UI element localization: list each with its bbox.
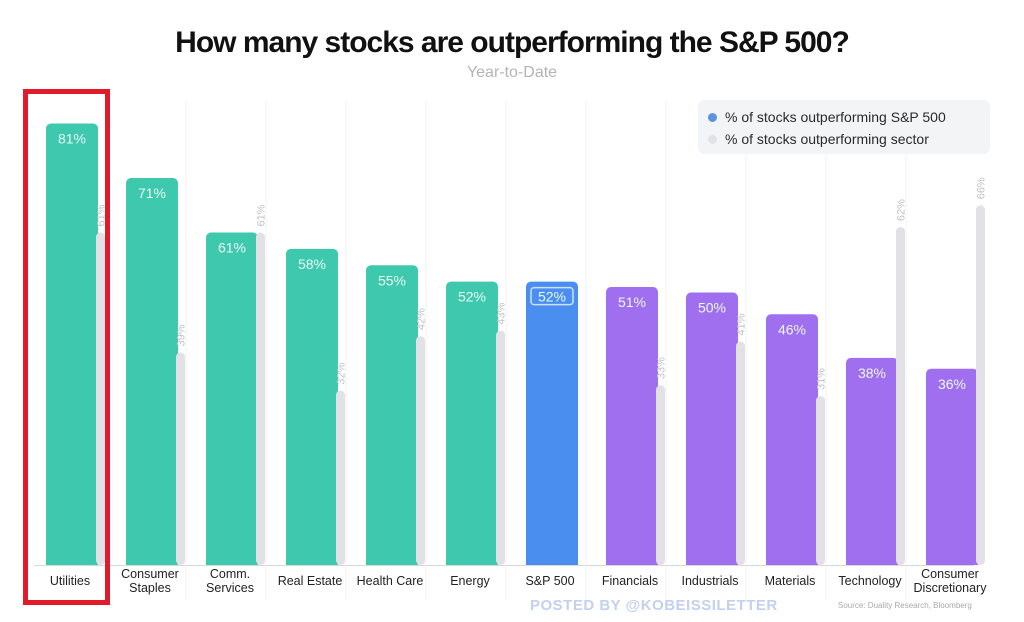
legend-dot-gray-icon xyxy=(708,134,717,144)
x-tick-label: Health Care xyxy=(357,574,424,588)
x-tick-label: Real Estate xyxy=(278,574,343,588)
x-tick-label: Discretionary xyxy=(914,581,988,595)
x-tick-label: Financials xyxy=(602,574,658,588)
sector-value-label: 66% xyxy=(976,177,988,199)
bar-base xyxy=(46,559,98,565)
utilities-highlight-box xyxy=(23,89,110,605)
column-dividers xyxy=(34,100,974,600)
bar-value-label: 51% xyxy=(618,294,646,310)
bar-base xyxy=(926,559,978,565)
chart-title: How many stocks are outperforming the S&… xyxy=(175,26,850,59)
sector-value-label: 33% xyxy=(656,357,668,379)
bar-value-label: 38% xyxy=(858,365,886,381)
bar-outperform-sp500 xyxy=(526,281,578,565)
bar-value-label: 46% xyxy=(778,321,806,337)
sector-value-label: 42% xyxy=(416,308,428,330)
x-tick-label: Consumer xyxy=(921,567,979,581)
bar-base xyxy=(846,559,898,565)
bar-outperform-sp500 xyxy=(366,265,418,565)
bar-outperform-sp500 xyxy=(686,292,738,565)
bar-outperform-sector xyxy=(896,227,905,565)
bar-base xyxy=(206,559,258,565)
sector-value-label: 61% xyxy=(96,204,108,226)
bar-outperform-sp500 xyxy=(126,178,178,566)
sector-value-label: 61% xyxy=(256,204,268,226)
bar-outperform-sector xyxy=(736,341,745,565)
bar-outperform-sp500 xyxy=(766,314,818,565)
bar-outperform-sector xyxy=(816,396,825,565)
source-note: Source: Duality Research, Bloomberg xyxy=(838,601,972,610)
bar-outperform-sector xyxy=(416,336,425,565)
x-tick-label: Consumer xyxy=(121,567,179,581)
bar-base xyxy=(126,559,178,565)
sector-value-label: 62% xyxy=(896,199,908,221)
bar-base xyxy=(686,559,738,565)
bar-outperform-sector xyxy=(336,390,345,565)
bar-outperform-sector xyxy=(96,232,105,566)
bar-outperform-sector xyxy=(256,232,265,566)
bar-value-label: 36% xyxy=(938,376,966,392)
bar-value-label: 81% xyxy=(58,131,86,147)
x-tick-label: Materials xyxy=(765,574,816,588)
x-tick-label: Industrials xyxy=(682,574,739,588)
bar-outperform-sp500 xyxy=(606,287,658,565)
bar-value-label: 55% xyxy=(378,272,406,288)
bar-outperform-sp500 xyxy=(846,357,898,565)
bar-outperform-sp500 xyxy=(926,368,978,565)
bar-value-label: 52% xyxy=(458,289,486,305)
bar-value-label: 61% xyxy=(218,240,246,256)
x-tick-label: Services xyxy=(206,581,254,595)
bar-outperform-sector xyxy=(496,330,505,565)
bar-outperform-sp500 xyxy=(286,248,338,565)
sector-value-label: 43% xyxy=(496,302,508,324)
sector-value-label: 32% xyxy=(336,362,348,384)
legend: % of stocks outperforming S&P 500 % of s… xyxy=(698,100,990,154)
sp500-label-box xyxy=(530,286,574,306)
bar-base xyxy=(766,559,818,565)
bar-base xyxy=(606,559,658,565)
watermark: POSTED BY @KOBEISSILETTER xyxy=(530,597,778,614)
bar-outperform-sector xyxy=(656,385,665,565)
bars-group: 81% 61% 71% 39% 61% 61% 58% 32% 55% 42% 52% 43% 52% 5… xyxy=(46,123,988,566)
bar-base xyxy=(446,559,498,565)
sector-value-label: 39% xyxy=(176,324,188,346)
bar-value-label: 50% xyxy=(698,300,726,316)
bar-base xyxy=(526,559,578,565)
legend-item-outperform-sector: % of stocks outperforming sector xyxy=(708,129,929,149)
x-tick-label: Utilities xyxy=(50,574,90,588)
x-tick-label: Comm. xyxy=(210,567,250,581)
legend-label: % of stocks outperforming S&P 500 xyxy=(725,109,946,125)
bar-value-label: 71% xyxy=(138,185,166,201)
bar-value-label: 52% xyxy=(538,289,566,305)
legend-label: % of stocks outperforming sector xyxy=(725,131,929,147)
bar-outperform-sp500 xyxy=(46,123,98,566)
bar-outperform-sector xyxy=(176,352,185,565)
bar-outperform-sector xyxy=(976,205,985,566)
bar-outperform-sp500 xyxy=(446,281,498,565)
bar-outperform-sp500 xyxy=(206,232,258,566)
x-tick-label: Technology xyxy=(838,574,902,588)
bar-base xyxy=(366,559,418,565)
legend-item-outperform-sp500: % of stocks outperforming S&P 500 xyxy=(708,107,946,127)
bar-value-label: 58% xyxy=(298,256,326,272)
sector-value-label: 41% xyxy=(736,313,748,335)
chart-subtitle: Year-to-Date xyxy=(466,64,558,81)
sector-value-label: 31% xyxy=(816,368,828,390)
bar-base xyxy=(286,559,338,565)
legend-dot-blue-icon xyxy=(708,112,717,122)
x-tick-label: Staples xyxy=(129,581,171,595)
x-tick-label: Energy xyxy=(450,574,490,588)
x-tick-label: S&P 500 xyxy=(525,574,574,588)
